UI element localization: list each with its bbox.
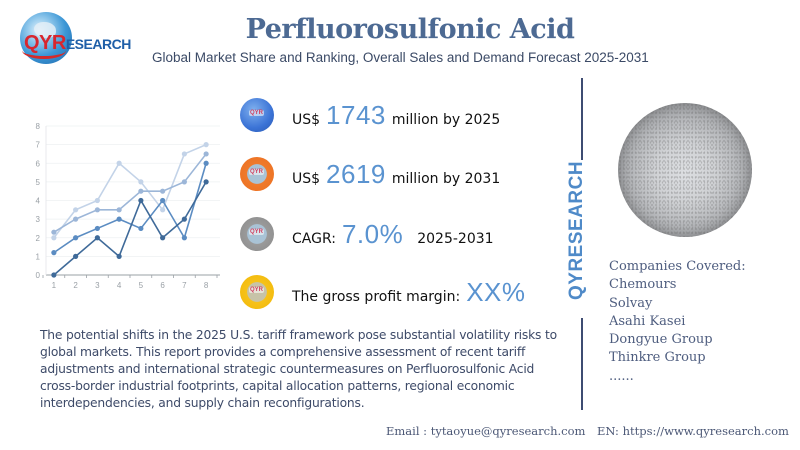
logo-wordmark: QYRESEARCH [24, 32, 131, 55]
svg-text:6: 6 [36, 159, 41, 168]
svg-text:7: 7 [36, 141, 41, 150]
line-series-4 [53, 181, 207, 276]
stat-gross-margin: The gross profit margin: XX% [240, 274, 532, 310]
product-photo [618, 103, 752, 237]
stat-sales-2025: US$ 1743 million by 2025 [240, 97, 500, 133]
svg-text:3: 3 [36, 215, 41, 224]
company-item: Chemours [609, 277, 677, 293]
stat-value: 1743 [326, 99, 386, 130]
stat-prefix: CAGR: [292, 230, 336, 247]
companies-list: Companies Covered: Chemours Solvay Asahi… [609, 258, 746, 386]
globe-icon-gray [240, 217, 274, 251]
svg-text:1: 1 [36, 252, 41, 261]
logo-qyr: QYR [24, 32, 66, 54]
svg-text:0: 0 [36, 271, 41, 280]
svg-text:5: 5 [36, 178, 41, 187]
svg-text:8: 8 [204, 281, 209, 290]
line-chart-svg: 0 1 2 3 4 5 6 7 8 1 2 3 4 5 6 7 8 [36, 122, 220, 290]
stat-prefix: The gross profit margin: [292, 288, 461, 305]
vertical-brand-text: QYRESEARCH [566, 160, 587, 300]
stat-suffix: million by 2025 [391, 111, 501, 128]
stat-suffix: million by 2031 [391, 170, 501, 187]
globe-icon-yellow [240, 275, 274, 309]
line-series-2 [53, 153, 207, 233]
company-item: Solvay [609, 295, 653, 311]
qyresearch-logo: QYRESEARCH [18, 10, 158, 66]
svg-text:4: 4 [117, 281, 122, 290]
company-item-more: ...... [609, 368, 634, 384]
svg-text:5: 5 [139, 281, 144, 290]
company-item: Asahi Kasei [609, 313, 686, 329]
stat-value: XX% [466, 276, 526, 307]
svg-text:6: 6 [160, 281, 165, 290]
svg-text:2: 2 [73, 281, 78, 290]
divider-line-bottom [581, 318, 583, 410]
companies-heading: Companies Covered: [609, 259, 746, 274]
globe-icon-blue [240, 98, 274, 132]
stat-prefix: US$ [292, 111, 321, 128]
line-chart: 0 1 2 3 4 5 6 7 8 1 2 3 4 5 6 7 8 [28, 118, 228, 298]
svg-text:8: 8 [36, 122, 41, 131]
stat-value: 7.0% [341, 218, 404, 249]
svg-text:3: 3 [95, 281, 100, 290]
stat-sales-2031: US$ 2619 million by 2031 [240, 156, 500, 192]
stat-suffix: 2025-2031 [417, 230, 494, 247]
divider-line-top [581, 78, 583, 160]
stat-cagr: CAGR: 7.0% 2025-2031 [240, 216, 494, 252]
line-series-3 [53, 163, 207, 254]
globe-logo-icon [20, 12, 72, 64]
globe-icon-orange [240, 157, 274, 191]
line-series-1 [53, 143, 207, 239]
svg-text:4: 4 [36, 197, 41, 206]
stat-prefix: US$ [292, 170, 321, 187]
footer-email[interactable]: Email : tytaoyue@qyresearch.com [386, 424, 586, 438]
page-subtitle: Global Market Share and Ranking, Overall… [152, 50, 649, 65]
stat-value: 2619 [326, 158, 386, 189]
footer-website[interactable]: EN: https://www.qyresearch.com [597, 424, 789, 438]
description-paragraph: The potential shifts in the 2025 U.S. ta… [40, 328, 557, 410]
svg-text:7: 7 [182, 281, 187, 290]
svg-text:2: 2 [36, 234, 41, 243]
logo-esearch: ESEARCH [65, 36, 131, 52]
page-title: Perfluorosulfonic Acid [245, 14, 575, 45]
company-item: Dongyue Group [609, 332, 713, 348]
company-item: Thinkre Group [609, 350, 706, 366]
svg-text:1: 1 [52, 281, 57, 290]
